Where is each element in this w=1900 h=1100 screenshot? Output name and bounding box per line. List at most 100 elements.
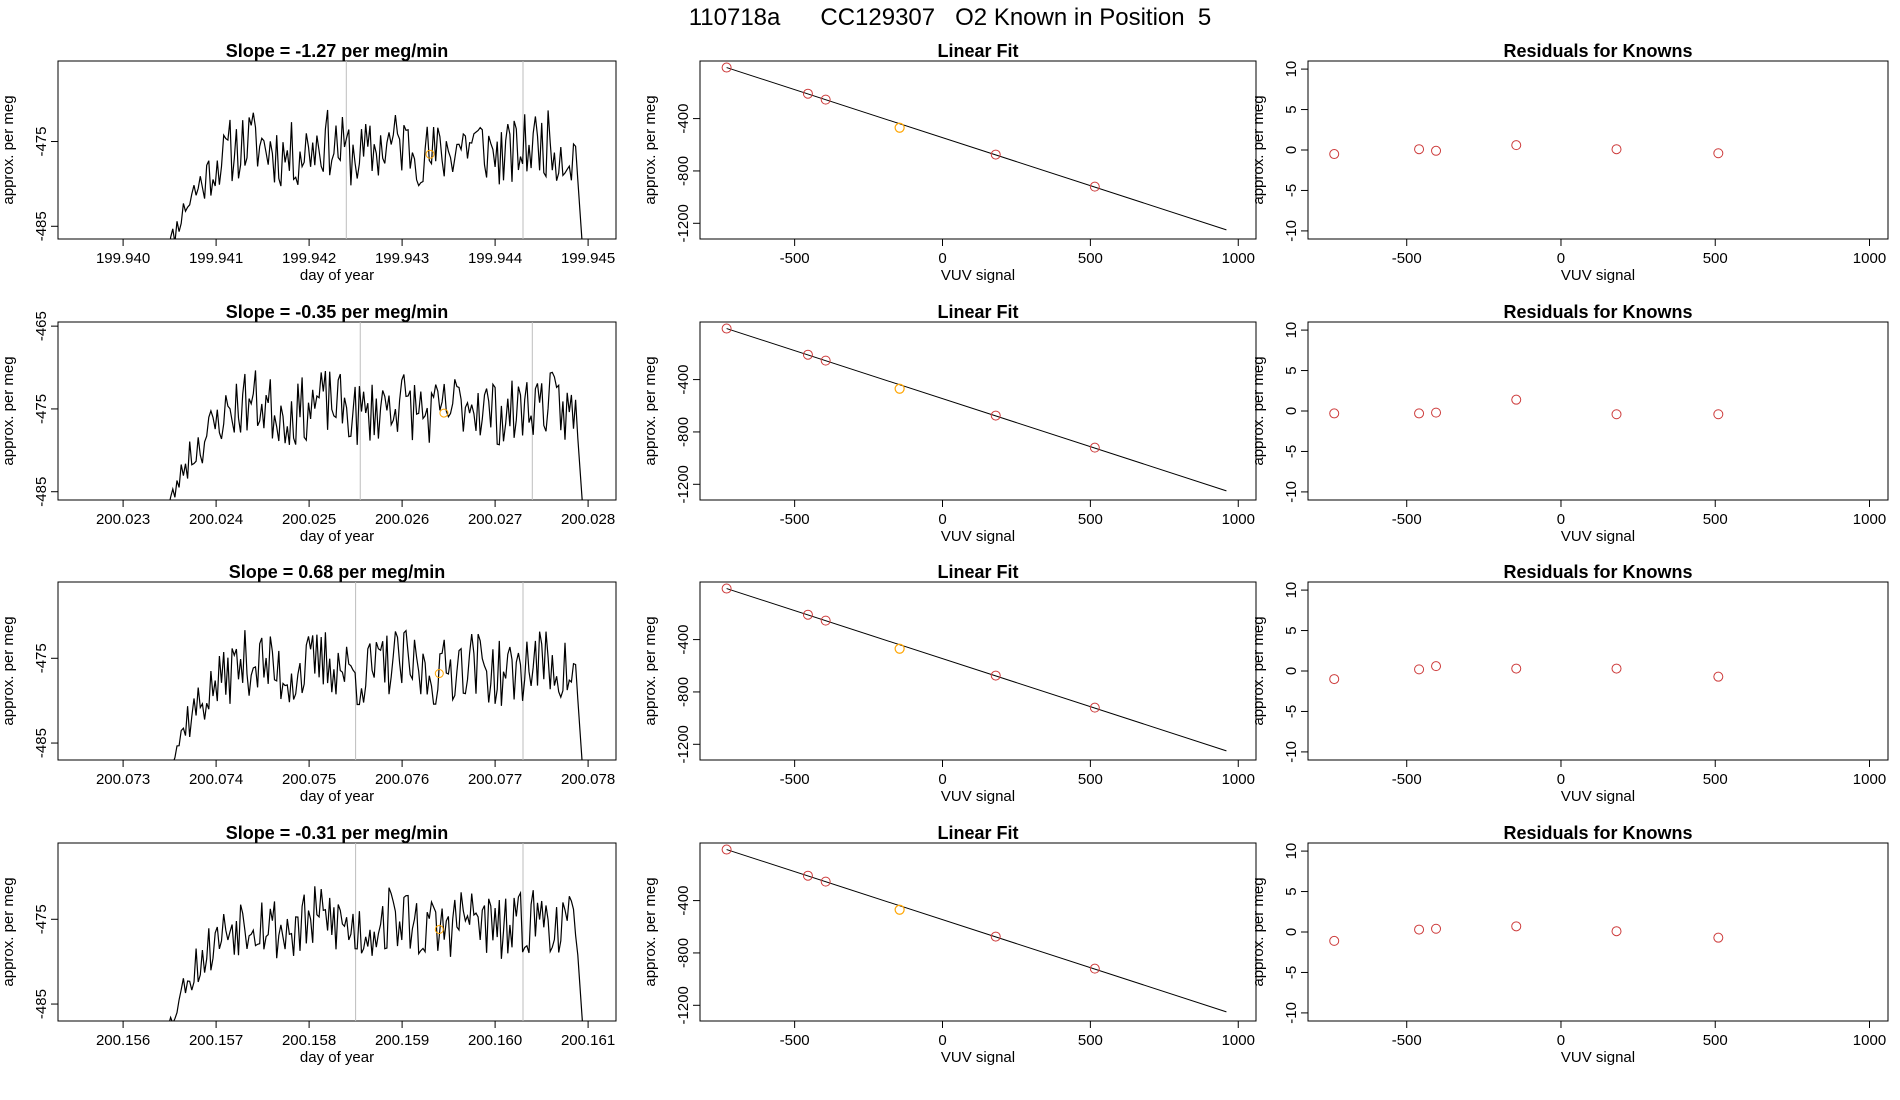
y-tick-label: -400 [675, 625, 692, 655]
fit-line [726, 328, 1227, 492]
x-tick-label: 0 [1557, 511, 1565, 528]
panel-title: Linear Fit [937, 562, 1018, 582]
plot-frame [699, 581, 1257, 761]
known-point [820, 94, 831, 105]
x-tick-label: 0 [1557, 771, 1565, 788]
plot-area [1329, 661, 1724, 685]
known-point [1329, 408, 1340, 419]
y-tick-label: 10 [1283, 322, 1300, 339]
chart-panel: Residuals for Knowns -500 0 500 1000 -10 -5 0 5 1… [1250, 562, 1889, 805]
known-point [1431, 923, 1442, 934]
x-tick-label: 199.940 [96, 250, 150, 267]
x-tick-label: 500 [1078, 771, 1103, 788]
y-tick-label: -1200 [675, 986, 692, 1024]
x-tick-label: 199.945 [561, 250, 615, 267]
known-point [1414, 924, 1425, 935]
x-tick-label: 1000 [1853, 250, 1886, 267]
known-point [1611, 144, 1622, 155]
x-tick-label: 200.023 [96, 511, 150, 528]
y-tick-label: -485 [33, 989, 50, 1019]
x-axis-label: VUV signal [941, 528, 1015, 545]
unknown-point [894, 904, 905, 915]
known-point [1089, 442, 1100, 453]
known-point [1329, 935, 1340, 946]
x-tick-label: 1000 [1222, 771, 1255, 788]
plot-area [1329, 394, 1724, 420]
y-tick-label: -485 [33, 211, 50, 241]
x-tick-label: 200.026 [375, 511, 429, 528]
panel-title: Linear Fit [937, 302, 1018, 322]
chart-panel: Slope = -0.35 per meg/min 200.023 200.024 2… [0, 302, 617, 545]
x-tick-label: -500 [1392, 250, 1422, 267]
x-axis-label: VUV signal [1561, 1049, 1635, 1066]
data-trace [169, 370, 583, 500]
x-tick-label: 500 [1703, 771, 1728, 788]
x-tick-label: 1000 [1853, 771, 1886, 788]
unknown-point [894, 383, 905, 394]
y-axis-label: approx. per meg [1250, 877, 1267, 986]
x-tick-label: 200.160 [468, 1032, 522, 1049]
x-tick-label: -500 [1392, 1032, 1422, 1049]
x-tick-label: 200.076 [375, 771, 429, 788]
y-tick-label: 5 [1283, 105, 1300, 113]
x-tick-label: 0 [938, 1032, 946, 1049]
x-axis-label: VUV signal [941, 1049, 1015, 1066]
y-tick-label: -485 [33, 728, 50, 758]
x-tick-label: 200.028 [561, 511, 615, 528]
chart-panel: Residuals for Knowns -500 0 500 1000 -10 -5 0 5 1… [1250, 41, 1889, 284]
y-tick-label: 10 [1283, 582, 1300, 599]
y-tick-label: -5 [1283, 184, 1300, 197]
x-tick-label: -500 [780, 771, 810, 788]
x-axis-label: day of year [300, 788, 374, 805]
chart-panel: Residuals for Knowns -500 0 500 1000 -10 -5 0 5 1… [1250, 302, 1889, 545]
known-point [802, 609, 813, 620]
x-tick-label: -500 [780, 250, 810, 267]
known-point [990, 149, 1001, 160]
y-axis-label: approx. per meg [642, 616, 659, 725]
known-point [1511, 663, 1522, 674]
plot-frame [57, 581, 617, 761]
plot-area [169, 322, 583, 500]
x-tick-label: 200.074 [189, 771, 243, 788]
known-point [1713, 932, 1724, 943]
x-tick-label: 200.075 [282, 771, 336, 788]
y-tick-label: -5 [1283, 705, 1300, 718]
fit-line [726, 849, 1227, 1013]
chart-panel: Residuals for Knowns -500 0 500 1000 -10 -5 0 5 1… [1250, 823, 1889, 1066]
known-point [721, 583, 732, 594]
x-tick-label: 1000 [1222, 250, 1255, 267]
plot-area [169, 843, 583, 1021]
y-tick-label: 10 [1283, 61, 1300, 78]
chart-panel: Linear Fit -500 0 500 1000 -1200 -800 -400 VUV s… [642, 302, 1257, 545]
unknown-average-point [425, 149, 435, 159]
known-point [1431, 407, 1442, 418]
plot-frame [1307, 842, 1889, 1022]
y-tick-label: 10 [1283, 843, 1300, 860]
known-point [820, 355, 831, 366]
x-axis-label: VUV signal [941, 267, 1015, 284]
x-tick-label: 200.158 [282, 1032, 336, 1049]
x-axis-label: VUV signal [941, 788, 1015, 805]
known-point [721, 844, 732, 855]
plot-area [721, 62, 1227, 231]
x-tick-label: -500 [780, 1032, 810, 1049]
panel-title: Residuals for Knowns [1503, 41, 1692, 61]
x-tick-label: 200.156 [96, 1032, 150, 1049]
known-point [1414, 664, 1425, 675]
x-tick-label: 500 [1703, 1032, 1728, 1049]
known-point [1089, 702, 1100, 713]
x-tick-label: 200.159 [375, 1032, 429, 1049]
known-point [820, 876, 831, 887]
known-point [1089, 963, 1100, 974]
x-tick-label: 200.077 [468, 771, 522, 788]
panel-title: Linear Fit [937, 823, 1018, 843]
plot-area [721, 583, 1227, 752]
x-tick-label: 199.941 [189, 250, 243, 267]
chart-panel: Linear Fit -500 0 500 1000 -1200 -800 -400 VUV s… [642, 823, 1257, 1066]
plot-frame [1307, 60, 1889, 240]
x-tick-label: 199.942 [282, 250, 336, 267]
y-tick-label: -800 [675, 677, 692, 707]
y-tick-label: 0 [1283, 928, 1300, 936]
y-axis-label: approx. per meg [0, 877, 17, 986]
